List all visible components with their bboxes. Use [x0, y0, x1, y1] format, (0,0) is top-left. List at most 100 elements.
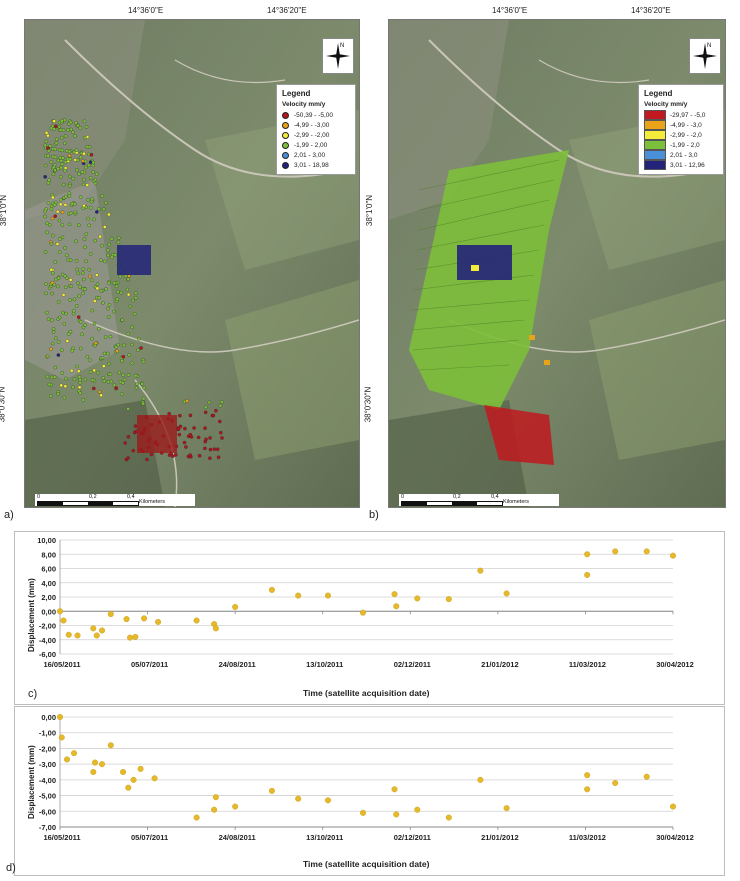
y-tick-label: -1,00 — [39, 729, 56, 738]
ps-point — [140, 382, 144, 386]
ps-point — [120, 381, 125, 385]
ps-point — [51, 233, 55, 238]
y-tick-label: 0,00 — [41, 713, 56, 722]
ps-point — [92, 368, 96, 373]
ps-point — [134, 385, 139, 390]
ps-point — [184, 445, 188, 449]
ps-point — [72, 297, 77, 302]
ps-point — [46, 201, 51, 205]
ps-point — [78, 391, 83, 395]
ps-point — [93, 181, 98, 186]
ps-point — [93, 177, 98, 182]
ps-point — [107, 362, 111, 366]
y-tick-label: -7,00 — [39, 823, 56, 832]
data-point — [123, 616, 130, 623]
ps-point — [80, 170, 84, 174]
scale-b-unit: Kilometers — [503, 499, 529, 505]
legend-b: Legend Velocity mm/y -29,97 - -5,0 -4,99… — [638, 84, 724, 175]
ps-point — [126, 331, 130, 336]
map-a-coord-top-2: 14°36'20"E — [267, 6, 307, 15]
ps-point — [60, 272, 65, 277]
ps-point — [49, 207, 54, 211]
data-point — [120, 769, 127, 776]
ps-point — [91, 160, 96, 165]
ps-point — [177, 432, 182, 437]
legend-a: Legend Velocity mm/y -50,39 - -5,00 -4,9… — [276, 84, 356, 175]
ps-point — [126, 277, 130, 281]
ps-point — [53, 365, 58, 370]
ps-point — [102, 379, 107, 383]
ps-point — [95, 172, 99, 176]
chart-c-xlabel: Time (satellite acquisition date) — [303, 688, 430, 698]
ps-point — [67, 153, 72, 158]
data-point — [268, 586, 275, 593]
north-arrow-b: N — [689, 38, 721, 74]
ps-point — [60, 210, 65, 214]
ps-point — [112, 383, 117, 387]
chart-d-frame: 0,00 -1,00 -2,00 -3,00 -4,00 -5,00 -6,00 -7,00 1… — [14, 706, 725, 876]
x-tick-label: 30/04/2012 — [656, 660, 694, 669]
legend-a-marker — [282, 141, 289, 149]
data-point — [643, 773, 650, 780]
ps-point — [86, 198, 90, 202]
ps-point — [64, 194, 68, 199]
ps-point — [76, 315, 81, 319]
ps-point — [68, 278, 73, 282]
ps-point — [82, 237, 87, 241]
ps-point — [89, 206, 93, 210]
ps-point — [44, 139, 49, 144]
ps-point — [48, 394, 53, 398]
ps-point — [83, 377, 88, 382]
data-point — [268, 787, 275, 794]
data-point — [612, 779, 619, 786]
ps-point — [45, 374, 50, 379]
ps-point — [103, 259, 107, 264]
ps-point — [104, 201, 108, 205]
ps-point — [108, 372, 113, 377]
data-point — [90, 769, 97, 776]
legend-b-label: -29,97 - -5,0 — [670, 111, 706, 119]
legend-a-item: -1,99 - 2,00 — [282, 140, 350, 150]
ps-point — [67, 183, 72, 188]
ps-point — [88, 358, 92, 362]
y-tick-label: 6,00 — [41, 565, 56, 574]
data-point — [92, 759, 99, 766]
ps-point — [67, 194, 72, 198]
ps-point — [58, 237, 62, 241]
ps-point — [62, 141, 67, 146]
ps-point — [69, 284, 74, 288]
ps-point — [126, 407, 130, 411]
data-point — [359, 809, 366, 816]
ps-point — [119, 290, 124, 295]
ps-point — [68, 298, 72, 302]
ps-point — [211, 413, 216, 418]
ps-point — [93, 299, 97, 303]
ps-point — [133, 373, 138, 378]
data-point — [64, 756, 71, 763]
ps-point — [53, 260, 57, 264]
ps-point — [77, 385, 82, 390]
y-tick-label: -4,00 — [39, 776, 56, 785]
ps-point — [130, 361, 135, 366]
ps-point — [74, 259, 79, 263]
ps-point — [104, 287, 108, 291]
map-b-coord-top-2: 14°36'20"E — [631, 6, 671, 15]
ps-point — [47, 223, 52, 227]
ps-point — [98, 234, 102, 239]
ps-point — [171, 454, 175, 458]
ps-point — [114, 386, 119, 390]
data-point — [155, 618, 162, 625]
ps-point — [63, 246, 67, 250]
legend-a-marker — [282, 151, 289, 159]
legend-b-item: 3,01 - 12,96 — [644, 160, 718, 170]
ps-point — [88, 370, 93, 374]
ps-point — [99, 393, 103, 398]
ps-point — [53, 155, 58, 159]
ps-point — [61, 310, 65, 315]
compass-icon: N — [326, 43, 350, 69]
ps-point — [141, 401, 145, 406]
data-point — [584, 772, 591, 779]
ps-point — [97, 327, 101, 331]
ps-point — [120, 318, 124, 322]
data-point — [137, 765, 144, 772]
